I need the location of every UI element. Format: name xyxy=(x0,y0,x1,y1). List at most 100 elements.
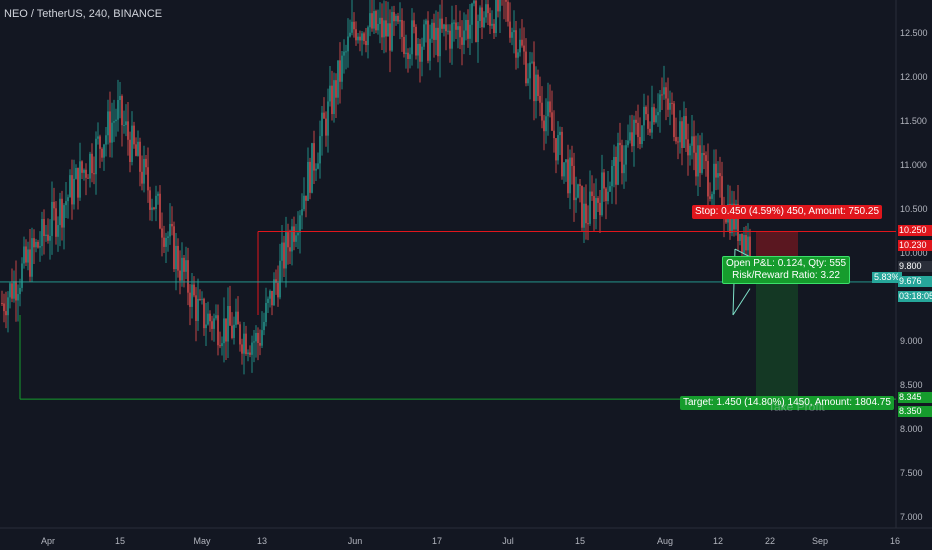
candle-body xyxy=(675,137,677,142)
open-pnl-label[interactable]: Open P&L: 0.124, Qty: 555 Risk/Reward Ra… xyxy=(722,256,851,284)
candle-body xyxy=(207,313,209,325)
candle-body xyxy=(641,125,643,145)
candle-body xyxy=(337,60,339,98)
candle-body xyxy=(111,122,113,143)
candle-body xyxy=(521,39,523,46)
candle-body xyxy=(85,169,87,178)
candle-body xyxy=(681,121,683,148)
candle-body xyxy=(613,156,615,167)
candle-body xyxy=(49,235,51,241)
candle-body xyxy=(341,55,343,82)
candle-body xyxy=(703,152,705,156)
candle-body xyxy=(113,121,115,123)
candle-body xyxy=(467,19,469,39)
candle-body xyxy=(477,21,479,42)
time-tick: 13 xyxy=(256,536,268,546)
candle-body xyxy=(175,245,177,270)
candle-body xyxy=(439,18,441,57)
candle-body xyxy=(491,23,493,26)
candle-body xyxy=(327,101,329,136)
candle-body xyxy=(29,249,31,277)
candle-body xyxy=(461,37,463,45)
candles xyxy=(1,0,751,375)
candle-body xyxy=(575,197,577,201)
candle-body xyxy=(693,136,695,153)
candle-body xyxy=(107,111,109,136)
candle-body xyxy=(91,153,93,174)
candle-body xyxy=(647,114,649,129)
candle-body xyxy=(669,102,671,110)
change-badge: 5.83% xyxy=(872,272,902,283)
candle-body xyxy=(579,184,581,186)
candle-body xyxy=(745,235,747,251)
candle-body xyxy=(747,236,749,251)
candle-body xyxy=(601,172,603,216)
candle-body xyxy=(261,330,263,346)
candle-body xyxy=(743,235,745,253)
candle-body xyxy=(519,39,521,53)
candle-body xyxy=(403,36,405,54)
candle-body xyxy=(619,142,621,146)
candle-body xyxy=(497,0,499,12)
candle-body xyxy=(267,298,269,303)
price-tick: 11.500 xyxy=(900,116,927,127)
candle-body xyxy=(197,298,199,321)
candle-body xyxy=(3,303,5,312)
price-tick: 8.500 xyxy=(900,380,923,391)
candle-body xyxy=(227,306,229,342)
target-zone xyxy=(756,271,798,400)
candle-body xyxy=(41,219,43,247)
target-label[interactable]: Target: 1.450 (14.80%) 1450, Amount: 180… xyxy=(680,396,894,410)
candle-body xyxy=(395,15,397,22)
time-tick: 22 xyxy=(764,536,776,546)
candle-body xyxy=(633,119,635,147)
candle-body xyxy=(65,201,67,206)
candle-body xyxy=(565,159,567,163)
candle-body xyxy=(241,344,243,354)
candle-body xyxy=(23,246,25,264)
candle-body xyxy=(61,198,63,228)
candle-body xyxy=(637,122,639,138)
candle-body xyxy=(39,246,41,248)
candle-body xyxy=(79,161,81,198)
candle-body xyxy=(509,21,511,38)
time-tick: 12 xyxy=(712,536,724,546)
candle-body xyxy=(93,173,95,175)
candle-body xyxy=(69,175,71,198)
candle-body xyxy=(571,157,573,166)
candle-body xyxy=(235,311,237,325)
candle-body xyxy=(191,284,193,307)
time-tick: 17 xyxy=(431,536,443,546)
candle-body xyxy=(419,43,421,62)
candle-body xyxy=(413,20,415,27)
candle-body xyxy=(415,26,417,56)
candle-body xyxy=(165,237,167,247)
time-axis[interactable]: Apr 15 May 13 Jun 17 Jul 15 Aug 12 22 Sep 16 xyxy=(0,528,932,550)
candle-body xyxy=(329,85,331,102)
candle-body xyxy=(149,190,151,210)
candle-body xyxy=(291,226,293,252)
candle-body xyxy=(427,20,429,61)
candle-body xyxy=(391,12,393,51)
candle-body xyxy=(421,46,423,62)
candle-body xyxy=(269,290,271,299)
candle-body xyxy=(365,40,367,46)
candle-body xyxy=(217,315,219,346)
stop-label[interactable]: Stop: 0.450 (4.59%) 450, Amount: 750.25 xyxy=(692,205,883,219)
candle-body xyxy=(737,204,739,241)
candle-body xyxy=(99,136,101,149)
candle-body xyxy=(559,131,561,136)
candle-body xyxy=(479,7,481,22)
candle-body xyxy=(203,298,205,329)
candle-body xyxy=(373,11,375,29)
candle-body xyxy=(399,20,401,22)
candle-body xyxy=(37,241,39,248)
candle-body xyxy=(447,30,449,32)
candle-body xyxy=(339,60,341,82)
time-tick: 15 xyxy=(574,536,586,546)
candle-body xyxy=(583,203,585,228)
candle-body xyxy=(133,125,135,145)
candle-body xyxy=(299,215,301,233)
